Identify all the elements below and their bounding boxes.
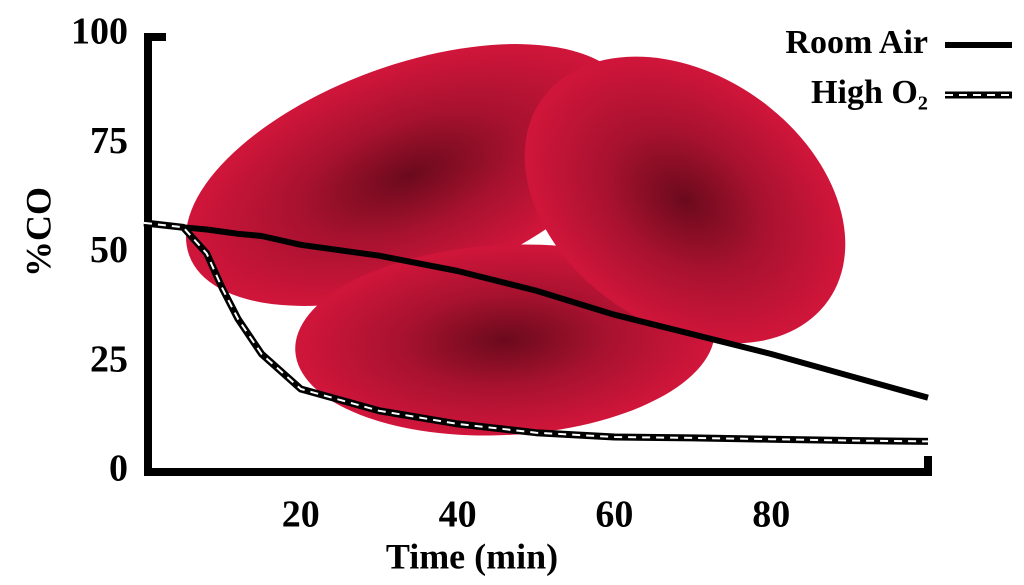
legend-label: High O₂ <box>811 74 928 111</box>
y-axis-label: %CO <box>18 187 58 277</box>
y-tick-label: 100 <box>71 11 128 53</box>
y-tick-label: 25 <box>90 338 128 380</box>
page: {"chart_data": {"type": "line", "x_label… <box>0 0 1024 585</box>
x-tick-label: 20 <box>282 494 320 536</box>
y-tick-label: 0 <box>109 448 128 490</box>
x-tick-label: 80 <box>752 494 790 536</box>
chart: Time (min) %CO 0 25 50 75 100 20 40 60 80 Room Ai… <box>0 0 1024 585</box>
x-tick-label: 40 <box>439 494 477 536</box>
blood-cells <box>152 0 900 446</box>
y-tick-label: 75 <box>90 120 128 162</box>
y-tick-label: 50 <box>90 229 128 271</box>
legend-label: Room Air <box>785 24 928 61</box>
x-axis-label: Time (min) <box>386 536 558 576</box>
x-tick-label: 60 <box>595 494 633 536</box>
